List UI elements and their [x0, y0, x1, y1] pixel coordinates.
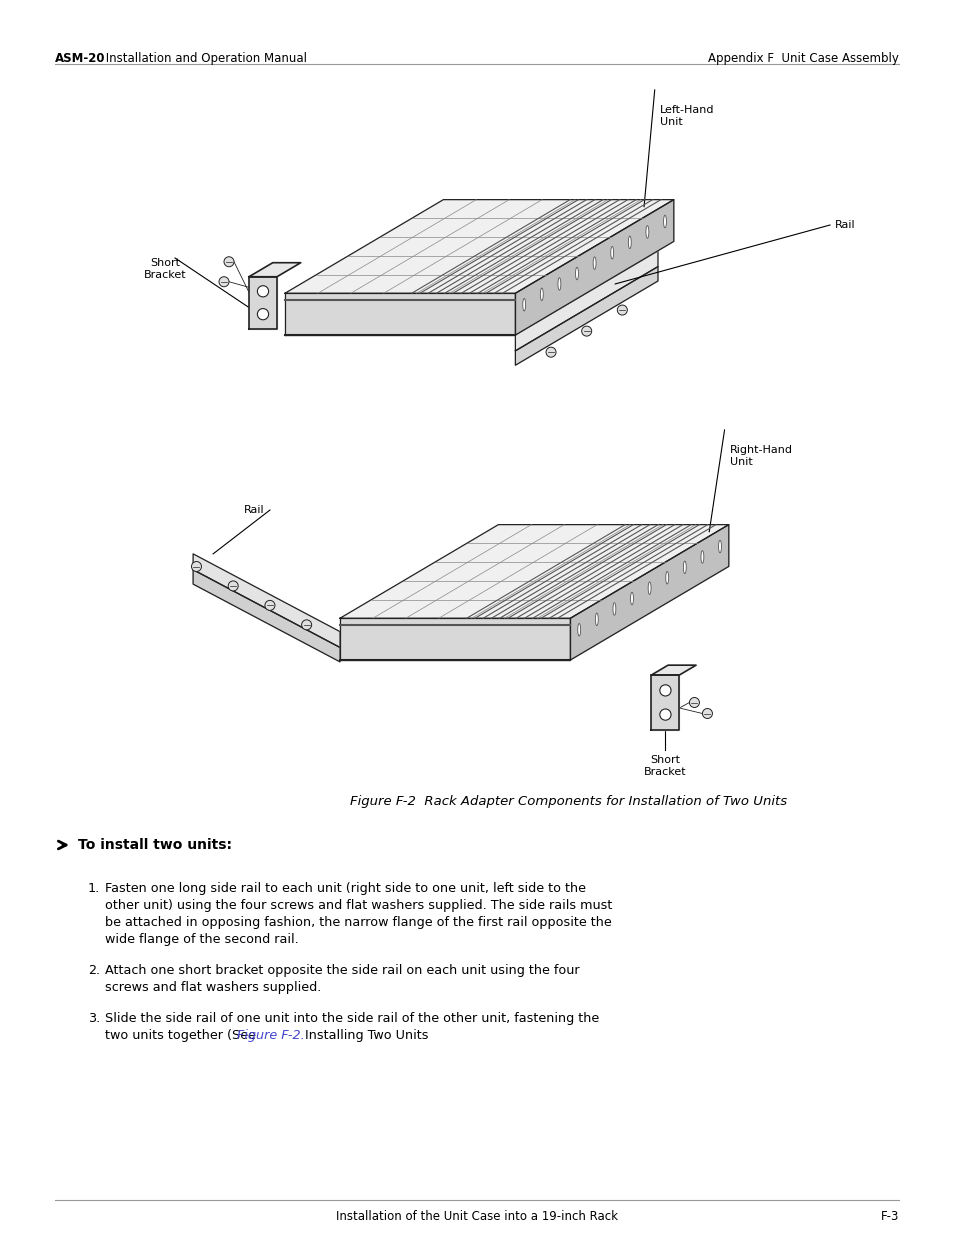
- Ellipse shape: [718, 540, 720, 553]
- Polygon shape: [651, 666, 696, 676]
- Ellipse shape: [628, 236, 631, 248]
- Circle shape: [301, 620, 312, 630]
- Text: To install two units:: To install two units:: [78, 839, 232, 852]
- Ellipse shape: [682, 561, 685, 573]
- Text: wide flange of the second rail.: wide flange of the second rail.: [105, 932, 298, 946]
- Circle shape: [192, 562, 201, 572]
- Polygon shape: [515, 267, 658, 366]
- Text: Rail: Rail: [834, 220, 855, 230]
- Circle shape: [701, 709, 712, 719]
- Ellipse shape: [522, 299, 525, 311]
- Text: two units together (See: two units together (See: [105, 1029, 260, 1042]
- Circle shape: [228, 580, 238, 592]
- Circle shape: [689, 698, 699, 708]
- Text: Left-Hand
Unit: Left-Hand Unit: [659, 105, 714, 127]
- Polygon shape: [570, 525, 728, 659]
- Polygon shape: [193, 569, 339, 662]
- Circle shape: [545, 347, 556, 357]
- Circle shape: [659, 684, 670, 697]
- Circle shape: [257, 309, 269, 320]
- Text: Right-Hand
Unit: Right-Hand Unit: [729, 445, 792, 467]
- Text: Short
Bracket: Short Bracket: [643, 755, 686, 777]
- Circle shape: [265, 600, 274, 610]
- Ellipse shape: [595, 613, 598, 626]
- Text: F-3: F-3: [880, 1210, 898, 1223]
- Ellipse shape: [613, 603, 616, 615]
- Text: Short
Bracket: Short Bracket: [144, 258, 186, 279]
- Ellipse shape: [593, 257, 596, 269]
- Polygon shape: [515, 200, 673, 335]
- Polygon shape: [285, 293, 515, 335]
- Circle shape: [581, 326, 591, 336]
- Ellipse shape: [647, 582, 650, 594]
- Text: Installing Two Units: Installing Two Units: [297, 1029, 429, 1042]
- Circle shape: [257, 285, 269, 296]
- Text: 2.: 2.: [88, 965, 100, 977]
- Ellipse shape: [665, 572, 668, 584]
- Ellipse shape: [700, 551, 703, 563]
- Text: Attach one short bracket opposite the side rail on each unit using the four: Attach one short bracket opposite the si…: [105, 965, 579, 977]
- Ellipse shape: [558, 278, 560, 290]
- Polygon shape: [339, 619, 570, 659]
- Text: 1.: 1.: [88, 882, 100, 895]
- Text: Slide the side rail of one unit into the side rail of the other unit, fastening : Slide the side rail of one unit into the…: [105, 1011, 598, 1025]
- Circle shape: [659, 709, 670, 720]
- Text: Appendix F  Unit Case Assembly: Appendix F Unit Case Assembly: [707, 52, 898, 65]
- Ellipse shape: [610, 247, 613, 259]
- Text: be attached in opposing fashion, the narrow flange of the first rail opposite th: be attached in opposing fashion, the nar…: [105, 916, 611, 929]
- Text: screws and flat washers supplied.: screws and flat washers supplied.: [105, 981, 321, 994]
- Circle shape: [219, 277, 229, 287]
- Ellipse shape: [663, 215, 666, 227]
- Circle shape: [617, 305, 627, 315]
- Ellipse shape: [578, 624, 580, 636]
- Ellipse shape: [539, 288, 542, 300]
- Polygon shape: [339, 525, 728, 619]
- Ellipse shape: [630, 593, 633, 605]
- Text: Installation and Operation Manual: Installation and Operation Manual: [102, 52, 307, 65]
- Ellipse shape: [575, 267, 578, 280]
- Polygon shape: [249, 277, 276, 329]
- Polygon shape: [515, 251, 658, 351]
- Text: 3.: 3.: [88, 1011, 100, 1025]
- Text: other unit) using the four screws and flat washers supplied. The side rails must: other unit) using the four screws and fl…: [105, 899, 612, 911]
- Polygon shape: [285, 200, 673, 293]
- Circle shape: [224, 257, 233, 267]
- Text: Installation of the Unit Case into a 19-inch Rack: Installation of the Unit Case into a 19-…: [335, 1210, 618, 1223]
- Text: ASM-20: ASM-20: [55, 52, 106, 65]
- Polygon shape: [249, 263, 300, 277]
- Ellipse shape: [645, 226, 648, 238]
- Polygon shape: [193, 553, 339, 647]
- Text: Fasten one long side rail to each unit (right side to one unit, left side to the: Fasten one long side rail to each unit (…: [105, 882, 585, 895]
- Text: Rail: Rail: [244, 505, 265, 515]
- Text: Figure F-2  Rack Adapter Components for Installation of Two Units: Figure F-2 Rack Adapter Components for I…: [350, 795, 786, 808]
- Polygon shape: [651, 676, 679, 730]
- Text: Figure F-2.: Figure F-2.: [236, 1029, 304, 1042]
